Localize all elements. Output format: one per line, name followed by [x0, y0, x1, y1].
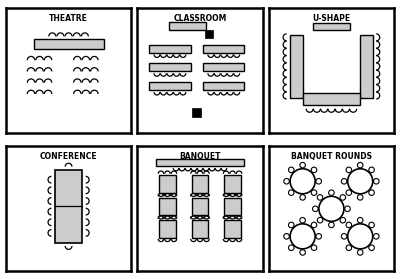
Circle shape	[374, 234, 379, 239]
Bar	[55, 170, 82, 243]
Text: U-SHAPE: U-SHAPE	[312, 14, 350, 23]
Circle shape	[288, 190, 294, 195]
Circle shape	[300, 194, 305, 200]
Circle shape	[346, 245, 352, 251]
Bar	[313, 23, 350, 30]
Bar	[224, 175, 241, 193]
Bar	[34, 39, 104, 49]
Circle shape	[317, 217, 323, 223]
Circle shape	[341, 234, 347, 239]
Circle shape	[311, 190, 317, 195]
Circle shape	[288, 245, 294, 251]
Circle shape	[312, 206, 318, 211]
Circle shape	[300, 250, 305, 255]
Circle shape	[329, 190, 334, 196]
Circle shape	[369, 167, 374, 173]
Circle shape	[290, 169, 315, 194]
Circle shape	[311, 245, 317, 251]
Circle shape	[329, 222, 334, 228]
Circle shape	[358, 162, 363, 168]
Bar	[192, 108, 201, 117]
Circle shape	[300, 218, 305, 223]
Bar	[156, 159, 244, 166]
Bar	[290, 35, 303, 98]
Circle shape	[374, 179, 379, 184]
Bar	[159, 220, 176, 238]
Text: CLASSROOM: CLASSROOM	[173, 14, 227, 23]
Circle shape	[346, 222, 352, 228]
Circle shape	[340, 195, 346, 200]
Bar	[169, 22, 206, 30]
Bar	[149, 63, 191, 71]
Circle shape	[346, 167, 352, 173]
Circle shape	[319, 196, 344, 221]
Circle shape	[348, 224, 373, 249]
Bar	[224, 198, 241, 215]
Circle shape	[369, 222, 374, 228]
Bar	[149, 45, 191, 53]
Circle shape	[358, 250, 363, 255]
Bar	[360, 35, 373, 98]
Circle shape	[316, 179, 322, 184]
Circle shape	[288, 222, 294, 228]
Circle shape	[288, 167, 294, 173]
Bar	[192, 220, 208, 238]
Bar	[203, 45, 244, 53]
Circle shape	[358, 218, 363, 223]
Circle shape	[311, 222, 317, 228]
Bar	[192, 198, 208, 215]
Text: THEATRE: THEATRE	[49, 14, 88, 23]
Text: BANQUET ROUNDS: BANQUET ROUNDS	[291, 153, 372, 162]
Bar	[203, 82, 244, 90]
Circle shape	[311, 167, 317, 173]
Circle shape	[340, 217, 346, 223]
Bar	[149, 82, 191, 90]
Bar	[303, 93, 360, 105]
Bar	[224, 220, 241, 238]
Circle shape	[358, 194, 363, 200]
Bar	[203, 63, 244, 71]
Circle shape	[316, 234, 322, 239]
Circle shape	[300, 162, 305, 168]
Circle shape	[369, 245, 374, 251]
Circle shape	[346, 190, 352, 195]
Circle shape	[369, 190, 374, 195]
Text: CONFERENCE: CONFERENCE	[40, 153, 97, 162]
Circle shape	[284, 234, 289, 239]
Circle shape	[341, 179, 347, 184]
Text: BANQUET: BANQUET	[179, 153, 221, 162]
Bar	[205, 30, 213, 38]
Circle shape	[290, 224, 315, 249]
Bar	[159, 175, 176, 193]
Bar	[192, 175, 208, 193]
Circle shape	[317, 195, 323, 200]
Circle shape	[284, 179, 289, 184]
Circle shape	[348, 169, 373, 194]
Circle shape	[345, 206, 350, 211]
Bar	[159, 198, 176, 215]
